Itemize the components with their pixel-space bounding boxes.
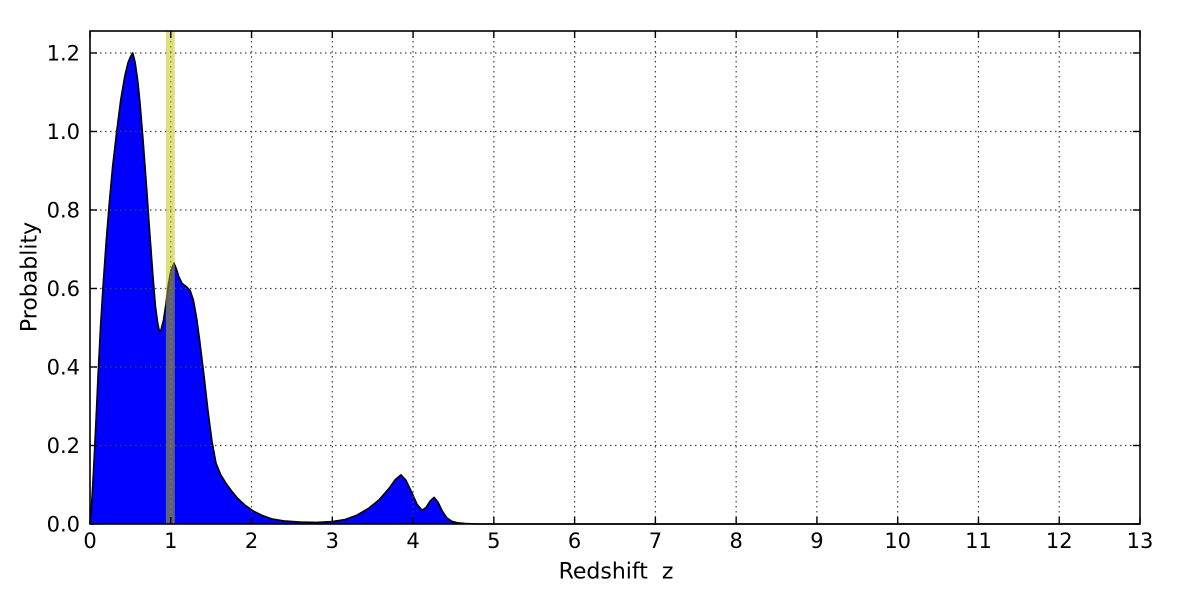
x-tick-label: 4 xyxy=(406,529,419,553)
x-tick-label: 12 xyxy=(1046,529,1073,553)
axis-ticks xyxy=(89,31,1141,525)
x-tick-label: 0 xyxy=(83,529,96,553)
y-tick-label: 1.2 xyxy=(47,41,80,65)
y-tick-label: 0.2 xyxy=(47,434,80,458)
y-tick-label: 0.0 xyxy=(47,513,80,537)
pdf-curve-outline xyxy=(89,52,1140,525)
x-tick-label: 11 xyxy=(965,529,992,553)
x-axis-label: Redshift z xyxy=(558,559,674,585)
plot-frame xyxy=(89,30,1141,525)
x-tick-label: 1 xyxy=(164,529,177,553)
x-tick-label: 10 xyxy=(884,529,911,553)
x-tick-label: 5 xyxy=(487,529,500,553)
highlight-vspan xyxy=(165,31,175,524)
x-tick-label: 8 xyxy=(729,529,742,553)
y-tick-label: 1.0 xyxy=(47,120,80,144)
y-axis-label: Probablity xyxy=(17,221,43,333)
x-tick-label: 7 xyxy=(649,529,662,553)
x-tick-label: 6 xyxy=(568,529,581,553)
y-tick-label: 0.8 xyxy=(47,198,80,222)
x-tick-label: 9 xyxy=(810,529,823,553)
y-tick-label: 0.6 xyxy=(47,277,80,301)
grid xyxy=(90,31,1140,524)
y-tick-label: 0.4 xyxy=(47,355,80,379)
x-tick-label: 3 xyxy=(326,529,339,553)
x-tick-label: 13 xyxy=(1127,529,1154,553)
pdf-area-fill xyxy=(90,53,1140,524)
x-tick-label: 2 xyxy=(245,529,258,553)
